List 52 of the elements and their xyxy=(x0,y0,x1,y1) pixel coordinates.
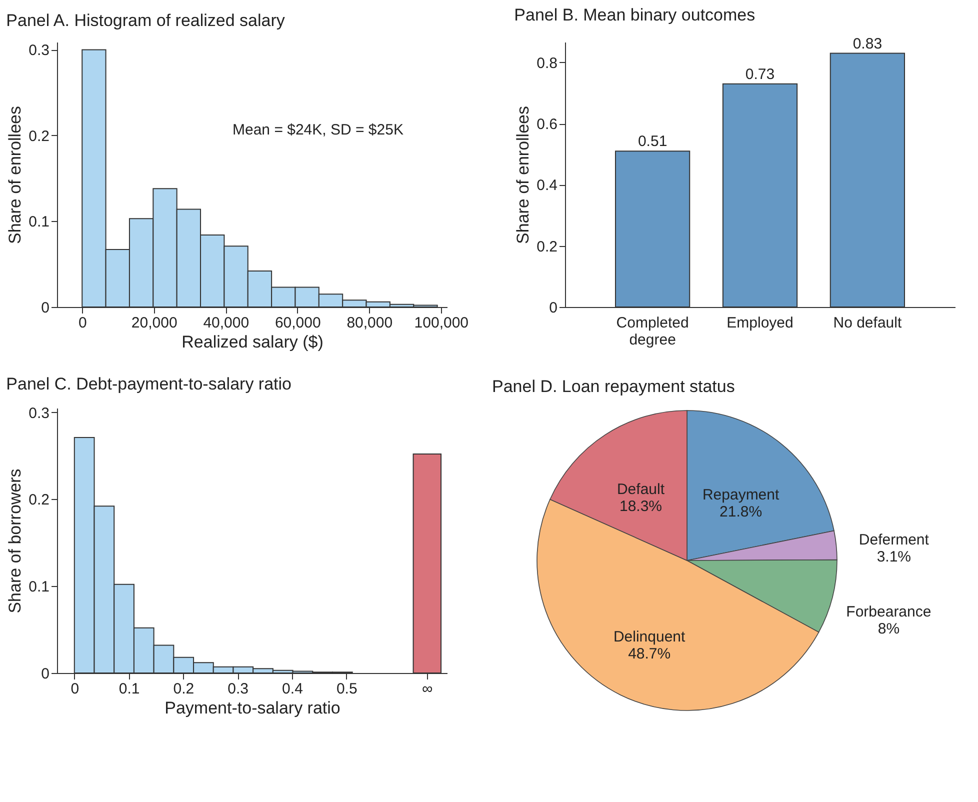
y-tick-label: 0 xyxy=(549,300,558,316)
x-axis-title: Realized salary ($) xyxy=(182,332,324,352)
y-tick-label: 0.3 xyxy=(28,42,50,60)
slice-label: Default xyxy=(616,481,666,498)
data-label: 0.83 xyxy=(852,35,882,52)
annotation: Mean = $24K, SD = $25K xyxy=(232,121,404,138)
x-tick-label: 0.4 xyxy=(282,680,303,698)
y-tick-label: 0.1 xyxy=(28,214,50,231)
y-tick-label: 0.8 xyxy=(536,54,558,72)
y-tick-label: 0.1 xyxy=(28,578,50,596)
x-tick-label: 0 xyxy=(70,680,80,698)
x-tick-label: 40,000 xyxy=(203,314,250,332)
y-tick-label: 0.2 xyxy=(28,128,50,145)
y-tick-label: 0.3 xyxy=(28,404,50,422)
y-tick-label: 0.2 xyxy=(28,492,50,509)
x-tick-label: Completed degree xyxy=(616,314,689,348)
data-label: 21.8% xyxy=(720,504,762,521)
x-tick-label: 0.5 xyxy=(336,680,358,698)
x-tick-label: ∞ xyxy=(422,680,434,698)
data-label: 0.73 xyxy=(745,66,775,83)
y-tick-label: 0 xyxy=(41,666,50,682)
x-tick-label: Employed xyxy=(726,314,794,332)
y-axis-title: Share of enrollees xyxy=(514,106,533,244)
y-tick-label: 0.4 xyxy=(536,177,558,194)
data-label: 3.1% xyxy=(876,548,912,566)
data-label: 48.7% xyxy=(628,646,671,663)
slice-label: Deferment xyxy=(858,531,930,548)
y-tick-label: 0.2 xyxy=(536,238,558,256)
y-axis-title: Share of enrollees xyxy=(6,106,25,244)
x-tick-label: 0.2 xyxy=(173,680,194,698)
slice-label: Forbearance xyxy=(846,603,932,620)
slice-label: Delinquent xyxy=(613,628,686,646)
data-label: 0.51 xyxy=(638,133,668,150)
x-tick-label: 60,000 xyxy=(274,314,321,332)
x-tick-label: 0.3 xyxy=(228,680,249,698)
chart-title: Panel C. Debt-payment-to-salary ratio xyxy=(6,374,292,394)
chart-title: Panel D. Loan repayment status xyxy=(492,377,735,396)
slice-label: Repayment xyxy=(702,486,780,504)
x-tick-label: 20,000 xyxy=(131,314,178,332)
x-tick-label: 0 xyxy=(78,314,87,332)
x-tick-label: 80,000 xyxy=(346,314,393,332)
data-label: 18.3% xyxy=(619,498,662,516)
x-tick-label: 0.1 xyxy=(118,680,140,698)
data-label: 8% xyxy=(878,620,900,638)
chart-title: Panel B. Mean binary outcomes xyxy=(514,5,756,24)
y-tick-label: 0 xyxy=(41,300,50,316)
x-tick-label: 100,000 xyxy=(414,314,469,332)
x-axis-title: Payment-to-salary ratio xyxy=(164,698,340,718)
y-tick-label: 0.6 xyxy=(536,116,558,134)
y-axis-title: Share of borrowers xyxy=(6,468,25,614)
chart-title: Panel A. Histogram of realized salary xyxy=(6,11,286,30)
x-tick-label: No default xyxy=(833,314,902,332)
